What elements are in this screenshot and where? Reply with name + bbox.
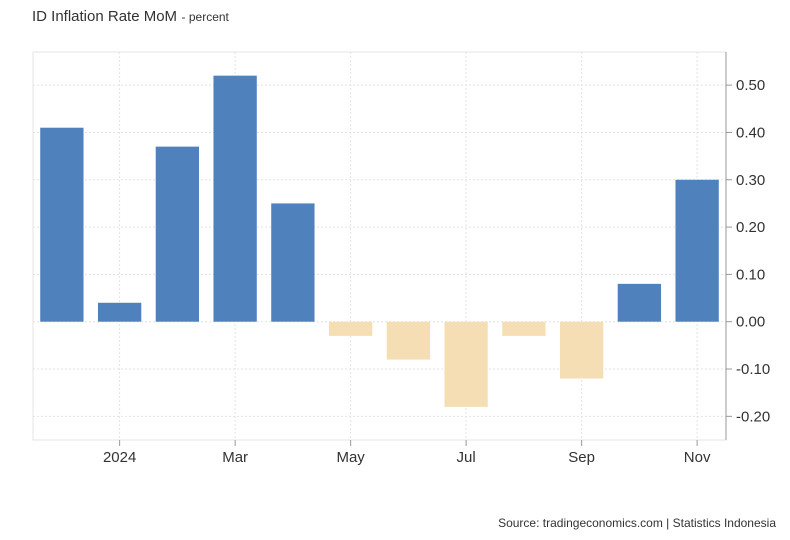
y-tick-label: -0.20: [736, 408, 770, 425]
bar: [675, 179, 719, 322]
bar: [617, 283, 662, 322]
bar: [97, 302, 142, 322]
bar: [271, 203, 315, 322]
source-note: Source: tradingeconomics.com | Statistic…: [498, 516, 776, 530]
bar: [213, 75, 257, 322]
chart-title-unit: - percent: [181, 10, 229, 24]
bar: [386, 321, 431, 360]
y-tick-label: -0.10: [736, 361, 770, 378]
chart-title: ID Inflation Rate MoM - percent: [32, 8, 229, 26]
y-tick-label: 0.00: [736, 314, 765, 331]
x-tick-label: Mar: [222, 449, 248, 466]
x-tick-label: Nov: [684, 449, 711, 466]
bar: [40, 127, 84, 322]
y-tick-label: 0.30: [736, 172, 765, 189]
y-tick-label: 0.20: [736, 219, 765, 236]
y-tick-label: 0.10: [736, 266, 765, 283]
bar: [444, 321, 488, 407]
chart-title-main: ID Inflation Rate MoM: [32, 8, 178, 25]
x-tick-label: Sep: [568, 449, 595, 466]
bar: [328, 321, 373, 336]
bar: [155, 146, 200, 322]
bar: [559, 321, 604, 379]
bar: [502, 321, 546, 336]
y-tick-label: 0.40: [736, 124, 765, 141]
plot-frame: [32, 51, 727, 441]
y-tick-label: 0.50: [736, 77, 765, 94]
x-tick-label: May: [336, 449, 365, 466]
x-tick-label: Jul: [457, 449, 476, 466]
x-tick-label: 2024: [103, 449, 136, 466]
